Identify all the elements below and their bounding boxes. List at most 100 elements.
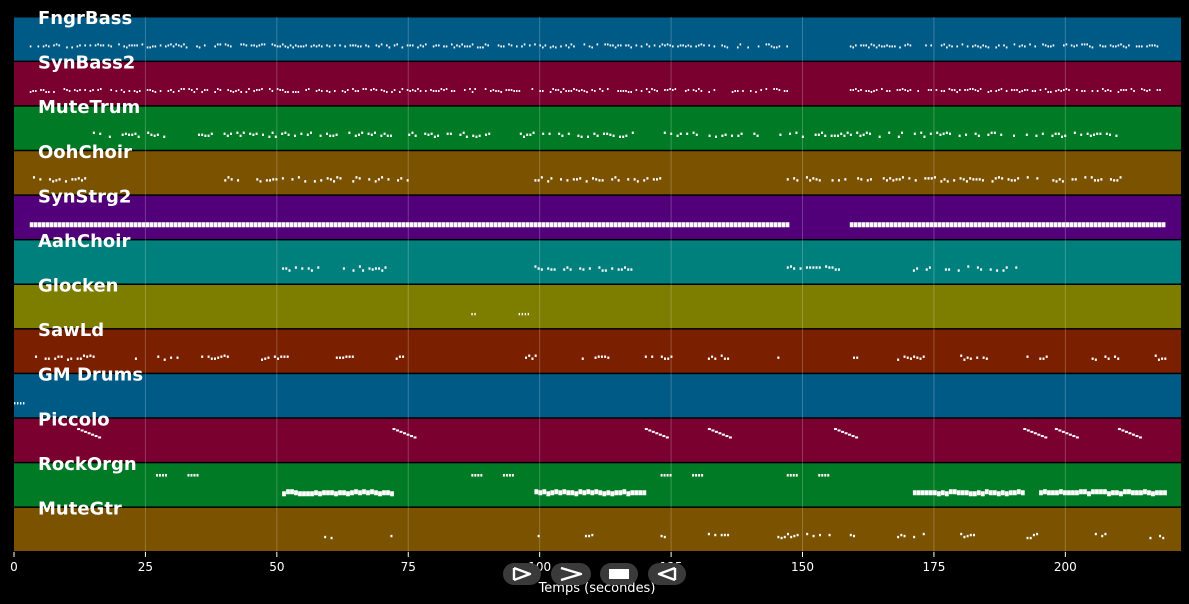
- note-group: [534, 176, 662, 183]
- track-lane-synbass2: [14, 62, 1181, 106]
- note-group: [1026, 532, 1039, 540]
- note-group: [1026, 355, 1048, 360]
- note-group: [224, 176, 409, 183]
- note-group: [912, 489, 1025, 497]
- track-label: SawLd: [38, 320, 104, 341]
- note-group: [853, 356, 859, 359]
- note-group: [660, 534, 666, 539]
- track-lane-glocken: [14, 285, 1181, 329]
- x-tick-label: 150: [791, 560, 814, 574]
- note-group: [261, 355, 289, 361]
- track-label: SynBass2: [38, 53, 135, 74]
- note-group: [471, 473, 483, 477]
- track-label: GM Drums: [38, 365, 143, 386]
- track-lane-piccolo: [14, 418, 1181, 462]
- note-group: [155, 473, 167, 477]
- x-tick-label: 25: [138, 560, 153, 574]
- note-group: [537, 534, 540, 538]
- note-group: [29, 222, 790, 228]
- note-group: [14, 402, 25, 405]
- note-group: [519, 131, 634, 138]
- note-group: [282, 265, 387, 272]
- note-group: [1094, 532, 1107, 538]
- x-tick-label: 175: [922, 560, 945, 574]
- note-group: [502, 473, 514, 477]
- note-group: [849, 533, 856, 538]
- note-group: [1054, 428, 1079, 439]
- fast-forward-button[interactable]: [551, 563, 591, 585]
- note-group: [786, 265, 840, 271]
- play-button[interactable]: [503, 563, 541, 585]
- note-group: [1023, 428, 1048, 439]
- track-label: Piccolo: [38, 409, 110, 430]
- note-group: [518, 312, 530, 316]
- note-group: [29, 88, 788, 94]
- note-group: [335, 355, 354, 359]
- note-group: [324, 535, 333, 540]
- note-group: [960, 532, 976, 539]
- note-group: [707, 428, 732, 439]
- note-group: [779, 131, 1118, 138]
- note-group: [1154, 354, 1167, 361]
- note-group: [408, 131, 491, 138]
- play-icon: [512, 567, 532, 581]
- note-group: [849, 43, 1159, 49]
- note-group: [897, 355, 925, 361]
- note-group: [692, 473, 704, 477]
- track-label: RockOrgn: [38, 454, 137, 475]
- note-group: [786, 473, 798, 477]
- track-label: MuteGtr: [38, 498, 122, 519]
- note-group: [818, 473, 830, 477]
- track-label: MuteTrum: [38, 97, 140, 118]
- note-group: [525, 354, 537, 360]
- note-group: [534, 489, 647, 497]
- track-lane-oohchoir: [14, 151, 1181, 195]
- note-group: [849, 222, 1166, 228]
- note-group: [92, 131, 166, 138]
- note-group: [197, 131, 392, 138]
- note-group: [392, 428, 417, 439]
- note-group: [32, 176, 87, 183]
- note-group: [912, 265, 1018, 272]
- note-group: [35, 354, 95, 361]
- note-group: [282, 489, 394, 497]
- note-group: [1091, 355, 1120, 361]
- note-group: [395, 355, 405, 360]
- track-label: OohChoir: [38, 142, 132, 163]
- x-tick-label: 200: [1054, 560, 1077, 574]
- note-group: [707, 532, 730, 537]
- track-lane-aahchoir: [14, 240, 1181, 284]
- stop-icon: [609, 569, 629, 579]
- track-lane-gm-drums: [14, 374, 1181, 418]
- note-group: [660, 473, 672, 477]
- note-group: [534, 265, 633, 272]
- note-group: [1149, 534, 1165, 540]
- rewind-icon: [657, 567, 677, 581]
- note-group: [1039, 489, 1167, 497]
- note-group: [960, 354, 988, 361]
- note-group: [707, 354, 730, 360]
- note-group: [584, 533, 594, 538]
- note-group: [581, 355, 610, 360]
- track-label: SynStrg2: [38, 186, 131, 207]
- note-group: [1117, 428, 1142, 439]
- stop-button[interactable]: [600, 563, 638, 585]
- note-group: [77, 428, 102, 439]
- track-lane-synstrg2: [14, 195, 1181, 239]
- x-tick-label: 75: [401, 560, 416, 574]
- x-tick-label: 0: [10, 560, 18, 574]
- note-group: [777, 356, 780, 359]
- note-group: [201, 354, 229, 360]
- note-group: [134, 355, 179, 361]
- note-group: [849, 88, 1161, 94]
- note-group: [663, 131, 759, 138]
- track-lane-mutegtr: [14, 507, 1181, 551]
- track-label: FngrBass: [38, 8, 132, 29]
- x-tick-label: 50: [269, 560, 284, 574]
- note-group: [834, 428, 859, 439]
- track-lane-fngrbass: [14, 17, 1181, 61]
- track-lane-rockorgn: [14, 463, 1181, 507]
- rewind-button[interactable]: [648, 563, 686, 585]
- note-group: [29, 43, 788, 49]
